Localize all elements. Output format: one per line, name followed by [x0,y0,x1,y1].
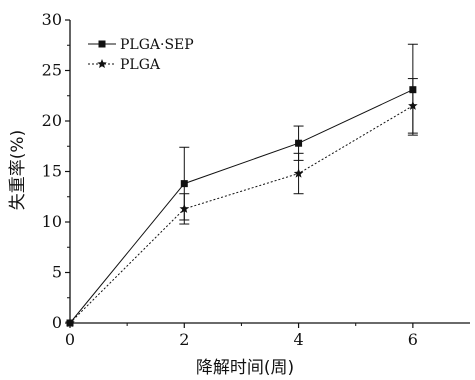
y-tick-label: 25 [42,61,62,80]
axes: 0 5 10 15 20 25 30 0 2 4 6 [42,10,470,349]
x-tick-label: 4 [293,330,303,349]
y-tick-label: 5 [52,263,62,282]
data-point-2 [179,203,190,213]
plot-area [65,43,418,328]
x-tick-label: 6 [408,330,418,349]
legend-label: PLGA·SEP [120,37,194,53]
legend-marker [97,59,107,69]
data-point-2 [408,100,418,110]
y-tick-label: 10 [42,212,62,231]
series-line-1 [69,89,414,324]
legend-label: PLGA [120,57,161,73]
y-tick-label: 30 [42,10,62,29]
x-tick-label: 2 [179,330,189,349]
series-line-2 [69,105,414,324]
data-point-1 [180,180,188,188]
x-axis-title: 降解时间(周) [196,358,294,378]
legend: PLGA·SEP PLGA [88,37,194,73]
x-tick-label: 0 [65,330,75,349]
y-tick-label: 0 [52,313,62,332]
legend-marker [98,40,106,48]
data-point-1 [295,139,303,147]
data-point-2 [293,168,304,178]
y-tick-label: 15 [42,162,62,181]
y-tick-label: 20 [42,111,62,130]
y-axis-title: 失重率(%) [8,130,28,210]
